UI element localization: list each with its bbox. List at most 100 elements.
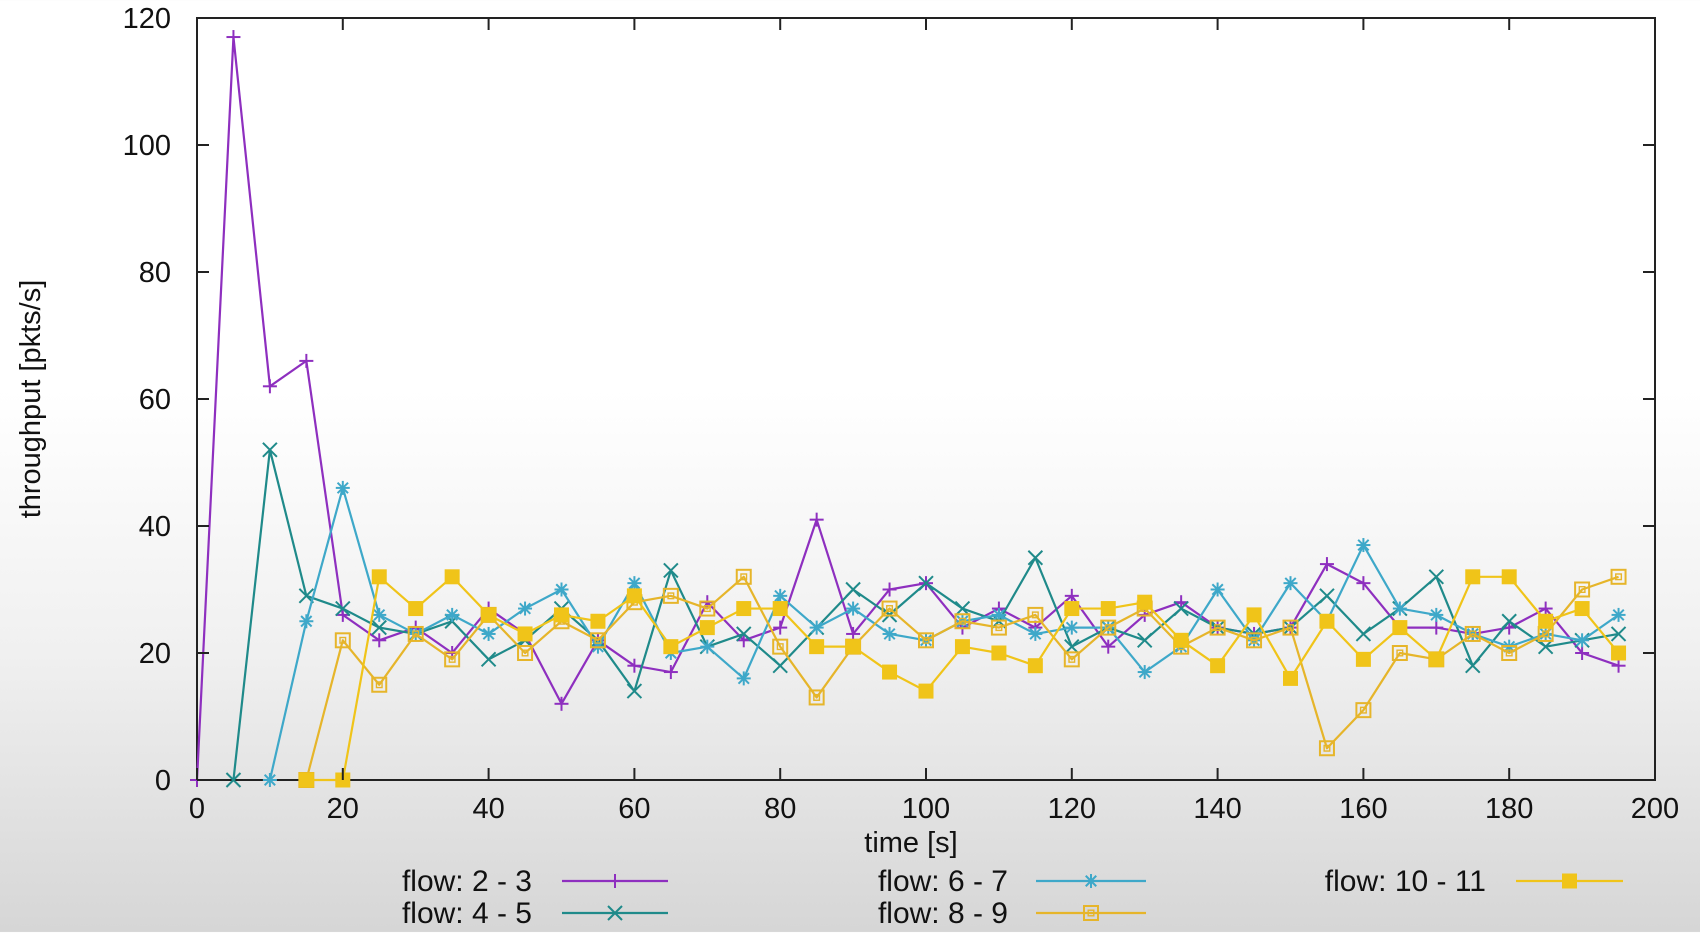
data-point xyxy=(626,588,642,604)
data-point xyxy=(371,569,387,585)
data-point xyxy=(1501,645,1518,661)
data-point xyxy=(371,676,388,693)
data-point xyxy=(481,626,496,641)
data-point xyxy=(1355,702,1372,719)
data-point xyxy=(1319,557,1334,572)
legend-label: flow: 2 - 3 xyxy=(402,865,532,898)
y-tick-label: 80 xyxy=(139,257,171,289)
data-point xyxy=(408,601,424,617)
data-point xyxy=(1391,645,1408,661)
data-point xyxy=(1136,632,1153,649)
data-point xyxy=(335,480,350,495)
data-point xyxy=(1027,550,1044,566)
data-point xyxy=(990,619,1007,636)
x-tick-label: 180 xyxy=(1485,793,1533,825)
data-point xyxy=(1083,905,1099,921)
x-tick-label: 140 xyxy=(1193,793,1241,825)
data-point xyxy=(1064,588,1079,603)
legend-entry: flow: 10 - 11 xyxy=(1325,865,1623,898)
data-point xyxy=(1574,581,1591,598)
data-point xyxy=(991,607,1006,622)
x-tick-label: 0 xyxy=(189,793,205,825)
data-point xyxy=(554,607,569,623)
data-point xyxy=(1246,607,1262,623)
data-point xyxy=(1137,594,1153,610)
data-point xyxy=(808,689,825,706)
legend-entry: flow: 4 - 5 xyxy=(402,897,668,930)
data-point xyxy=(845,581,861,598)
data-point xyxy=(1356,576,1371,591)
x-tick-label: 100 xyxy=(902,793,950,825)
x-tick-label: 20 xyxy=(327,793,359,825)
data-point xyxy=(1562,873,1577,889)
data-point xyxy=(1392,601,1407,616)
data-point xyxy=(262,773,277,787)
data-point xyxy=(627,658,642,673)
data-point xyxy=(772,601,788,617)
x-axis-label: time [s] xyxy=(864,827,957,859)
data-point xyxy=(1575,646,1590,660)
y-tick-label: 0 xyxy=(155,765,171,797)
data-point xyxy=(736,626,752,642)
data-point xyxy=(1465,657,1481,674)
x-tick-label: 80 xyxy=(764,793,796,825)
data-point xyxy=(882,582,897,597)
series-line xyxy=(195,35,1619,781)
data-point xyxy=(1356,538,1371,553)
data-point xyxy=(1027,658,1043,674)
data-point xyxy=(1027,606,1044,623)
data-point xyxy=(517,645,534,661)
data-point xyxy=(262,379,277,394)
data-point xyxy=(1538,601,1553,616)
data-point xyxy=(1064,638,1080,655)
data-point xyxy=(663,639,679,655)
data-point xyxy=(700,639,715,654)
data-point xyxy=(1063,651,1080,668)
data-point xyxy=(1429,607,1444,622)
data-point xyxy=(1392,620,1408,636)
data-point xyxy=(991,645,1007,661)
data-point xyxy=(809,512,824,527)
data-point xyxy=(1064,601,1080,617)
data-point xyxy=(554,582,569,597)
data-point xyxy=(1355,626,1372,642)
data-point xyxy=(662,587,679,604)
y-tick-label: 20 xyxy=(139,638,171,670)
data-point xyxy=(1501,569,1517,585)
data-point xyxy=(1575,633,1590,648)
data-point xyxy=(846,626,861,641)
data-point xyxy=(1100,601,1116,617)
legend-entry: flow: 8 - 9 xyxy=(878,897,1146,930)
data-point xyxy=(407,625,424,642)
data-point xyxy=(298,772,314,788)
data-point xyxy=(1209,619,1226,636)
data-point xyxy=(1100,619,1117,636)
series-line xyxy=(305,575,1619,781)
data-point xyxy=(1465,569,1481,585)
data-point xyxy=(735,568,752,585)
data-point xyxy=(1355,651,1371,667)
series-2 xyxy=(225,442,1627,788)
data-point xyxy=(1428,569,1445,585)
data-point xyxy=(1611,658,1626,673)
data-point xyxy=(1173,600,1189,617)
data-point xyxy=(225,772,242,788)
legend-label: flow: 6 - 7 xyxy=(878,865,1008,898)
data-point xyxy=(554,696,569,711)
y-tick-label: 40 xyxy=(139,511,171,543)
data-point xyxy=(954,639,970,655)
data-point xyxy=(627,576,642,591)
data-point xyxy=(918,575,934,591)
x-tick-label: 200 xyxy=(1631,793,1679,825)
data-point xyxy=(299,353,314,368)
data-point xyxy=(444,651,461,668)
data-point xyxy=(699,600,716,617)
data-point xyxy=(607,905,623,921)
data-point xyxy=(845,639,861,655)
data-point xyxy=(626,683,643,699)
data-point xyxy=(371,619,387,636)
data-point xyxy=(773,588,788,603)
data-point xyxy=(444,569,460,585)
